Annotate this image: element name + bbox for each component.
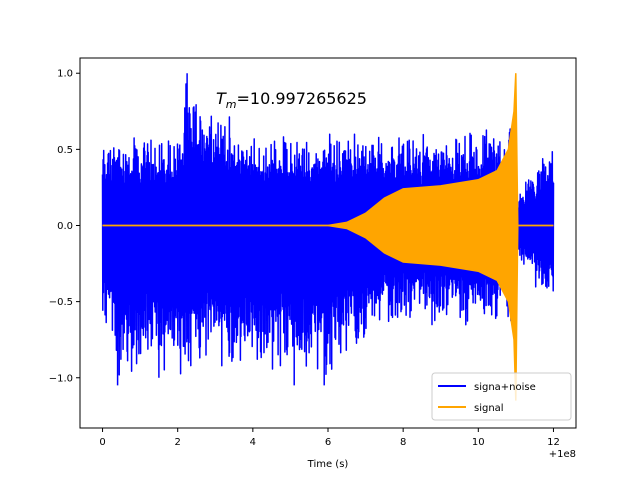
y-tick-label: 1.0 [57,69,73,80]
x-tick-label: 12 [547,437,560,448]
x-tick-label: 0 [99,437,105,448]
legend-box [431,372,572,421]
legend-label-signal-noise: signa+noise [474,382,536,393]
y-axis: −1.0 −0.5 0.0 0.5 1.0 [49,69,80,384]
y-tick-label: 0.5 [57,145,73,156]
x-tick-label: 6 [325,437,331,448]
x-tick-label: 8 [400,437,406,448]
y-tick-label: 0.0 [57,221,73,232]
annotation: Tm=10.997265625 [216,89,367,111]
x-axis: 0 2 4 6 8 10 12 [99,428,560,448]
x-tick-label: 2 [175,437,181,448]
series-signal-noise-line [101,73,555,386]
x-offset-label: +1e8 [549,449,576,460]
annotation-subscript: m [226,98,237,111]
annotation-symbol: T [216,89,227,108]
y-tick-label: −0.5 [49,297,73,308]
legend-label-signal: signal [474,403,504,414]
y-tick-label: −1.0 [49,373,73,384]
series-layer [101,73,555,401]
x-axis-label: Time (s) [307,459,349,470]
x-tick-label: 4 [250,437,256,448]
x-tick-label: 10 [472,437,485,448]
legend: signa+noise signal [431,372,572,421]
annotation-value: =10.997265625 [237,89,367,108]
